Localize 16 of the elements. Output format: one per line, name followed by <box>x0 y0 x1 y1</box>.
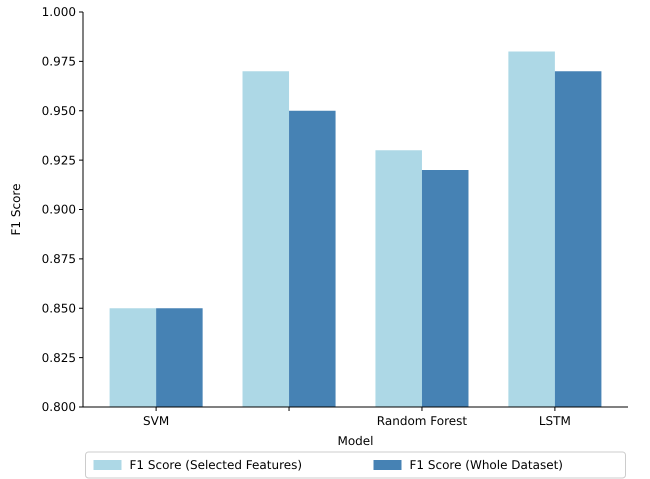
y-tick-label: 1.000 <box>42 5 76 20</box>
x-axis-title: Model <box>337 434 374 448</box>
x-tick-label: SVM <box>143 414 170 428</box>
y-tick-label: 0.875 <box>42 252 76 266</box>
y-tick-label: 0.950 <box>42 104 76 118</box>
y-axis-title: F1 Score <box>9 184 23 236</box>
legend-label: F1 Score (Whole Dataset) <box>410 458 563 472</box>
legend-label: F1 Score (Selected Features) <box>130 458 302 472</box>
y-tick-label: 0.925 <box>42 153 76 168</box>
y-tick-label: 0.825 <box>42 350 76 365</box>
y-tick-label: 0.900 <box>42 202 76 217</box>
y-tick-label: 0.975 <box>42 54 76 69</box>
x-tick-label: LSTM <box>538 414 571 428</box>
x-tick-label: Random Forest <box>376 414 468 428</box>
y-tick-label: 0.800 <box>42 400 76 414</box>
y-tick-label: 0.850 <box>42 301 76 316</box>
